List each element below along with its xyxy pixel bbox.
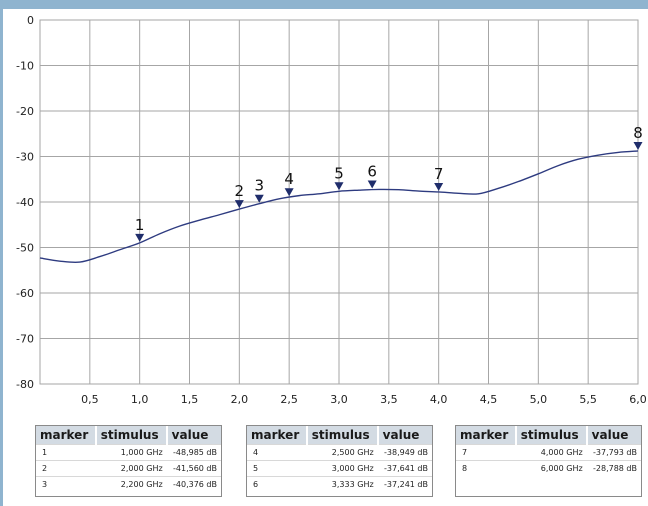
value-cell: -38,949 dB [377,444,432,461]
x-tick-label: 3,0 [330,393,348,406]
table-row: 3 2,200 GHz -40,376 dB [36,476,221,492]
x-tick-label: 1,5 [181,393,199,406]
marker-table-1: marker stimulus value 1 1,000 GHz -48,98… [35,425,222,497]
marker-triangle-4 [284,188,294,197]
marker-cell: 5 [247,460,307,477]
y-tick-label: -30 [16,151,34,164]
value-cell: -40,376 dB [166,476,221,492]
marker-label-6: 6 [367,162,377,180]
x-tick-label: 4,5 [480,393,498,406]
grid-layer [39,19,639,385]
y-tick-label: 0 [27,14,34,27]
marker-label-8: 8 [633,124,643,142]
marker-triangle-3 [254,194,264,203]
marker-cell: 4 [247,444,307,461]
header-stimulus: stimulus [306,426,379,445]
x-tick-label: 5,0 [530,393,548,406]
marker-label-5: 5 [334,164,344,182]
marker-label-7: 7 [434,165,444,183]
trace-line [39,150,639,264]
marker-triangle-6 [367,180,377,189]
marker-label-3: 3 [254,177,264,195]
header-marker: marker [36,426,97,445]
header-value: value [166,426,221,445]
stimulus-cell: 4,000 GHz [515,444,587,461]
header-stimulus: stimulus [515,426,588,445]
marker-cell: 3 [36,476,96,492]
y-tick-label: -60 [16,287,34,300]
header-marker: marker [247,426,308,445]
x-tick-label: 0,5 [81,393,99,406]
marker-cell: 2 [36,460,96,477]
window-frame-left [0,0,3,506]
stimulus-cell: 2,200 GHz [95,476,167,492]
header-marker: marker [456,426,517,445]
table-row: 4 2,500 GHz -38,949 dB [247,444,432,461]
stimulus-cell: 3,333 GHz [306,476,378,492]
x-tick-label: 5,5 [579,393,597,406]
marker-triangle-2 [234,200,244,209]
x-tick-label: 6,0 [629,393,647,406]
stimulus-cell: 2,000 GHz [95,460,167,477]
x-tick-label: 4,0 [430,393,448,406]
stimulus-cell: 1,000 GHz [95,444,167,461]
value-cell: -37,641 dB [377,460,432,477]
table-row: 1 1,000 GHz -48,985 dB [36,444,221,461]
x-tick-label: 3,5 [380,393,398,406]
marker-triangle-7 [434,182,444,191]
table-row: 7 4,000 GHz -37,793 dB [456,444,641,461]
marker-table-2: marker stimulus value 4 2,500 GHz -38,94… [246,425,433,497]
value-cell: -28,788 dB [586,460,641,476]
curve-layer [39,150,639,264]
y-tick-label: -40 [16,196,34,209]
marker-cell: 1 [36,444,96,461]
marker-cell: 7 [456,444,516,461]
y-tick-label: -20 [16,105,34,118]
y-tick-labels: 0 -10 -20 -30 -40 -50 -60 -70 -80 [16,14,34,391]
stimulus-cell: 6,000 GHz [515,460,587,476]
header-value: value [586,426,641,445]
table-row: 2 2,000 GHz -41,560 dB [36,460,221,477]
marker-triangle-1 [135,233,145,242]
window-frame-top [0,0,648,9]
value-cell: -48,985 dB [166,444,221,461]
marker-label-2: 2 [235,182,245,200]
table-row: 5 3,000 GHz -37,641 dB [247,460,432,477]
y-tick-label: -50 [16,242,34,255]
marker-cell: 8 [456,460,516,476]
x-tick-label: 2,0 [231,393,249,406]
x-tick-label: 1,0 [131,393,149,406]
marker-triangle-5 [334,182,344,191]
marker-triangle-8 [633,141,643,150]
stimulus-cell: 2,500 GHz [306,444,378,461]
marker-layer: 12 3 4 5 6 78 [135,124,643,242]
y-tick-label: -70 [16,333,34,346]
y-tick-label: -80 [16,378,34,391]
value-cell: -41,560 dB [166,460,221,477]
value-cell: -37,241 dB [377,476,432,492]
x-tick-labels: 0,5 1,0 1,5 2,0 2,5 3,0 3,5 4,0 4,5 5,0 5,5 6,0 [81,393,647,406]
header-value: value [377,426,432,445]
marker-cell: 6 [247,476,307,492]
marker-label-4: 4 [284,170,294,188]
table-row: 6 3,333 GHz -37,241 dB [247,476,432,492]
header-stimulus: stimulus [95,426,168,445]
value-cell: -37,793 dB [586,444,641,461]
y-tick-label: -10 [16,60,34,73]
marker-label-1: 1 [135,216,145,234]
table-row: 8 6,000 GHz -28,788 dB [456,460,641,476]
x-tick-label: 2,5 [280,393,298,406]
stimulus-cell: 3,000 GHz [306,460,378,477]
line-chart: 0 -10 -20 -30 -40 -50 -60 -70 -80 0,5 1,0 1,5 2,0 2,… [16,14,647,406]
marker-table-3: marker stimulus value 7 4,000 GHz -37,79… [455,425,642,497]
